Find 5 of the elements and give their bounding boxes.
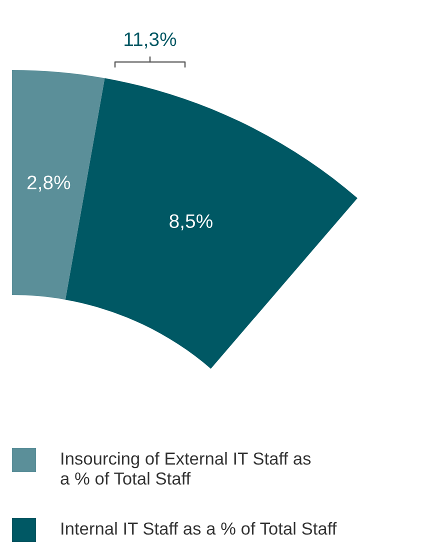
text: 11,3% xyxy=(124,32,176,48)
legend-label: Insourcing of External IT Staff as a % of Total Staff xyxy=(60,452,311,485)
data-label: 8,5% xyxy=(170,214,212,230)
legend-label: Internal IT Staff as a % of Total Staff xyxy=(62,522,337,535)
data-label: 2,8% xyxy=(27,176,70,192)
